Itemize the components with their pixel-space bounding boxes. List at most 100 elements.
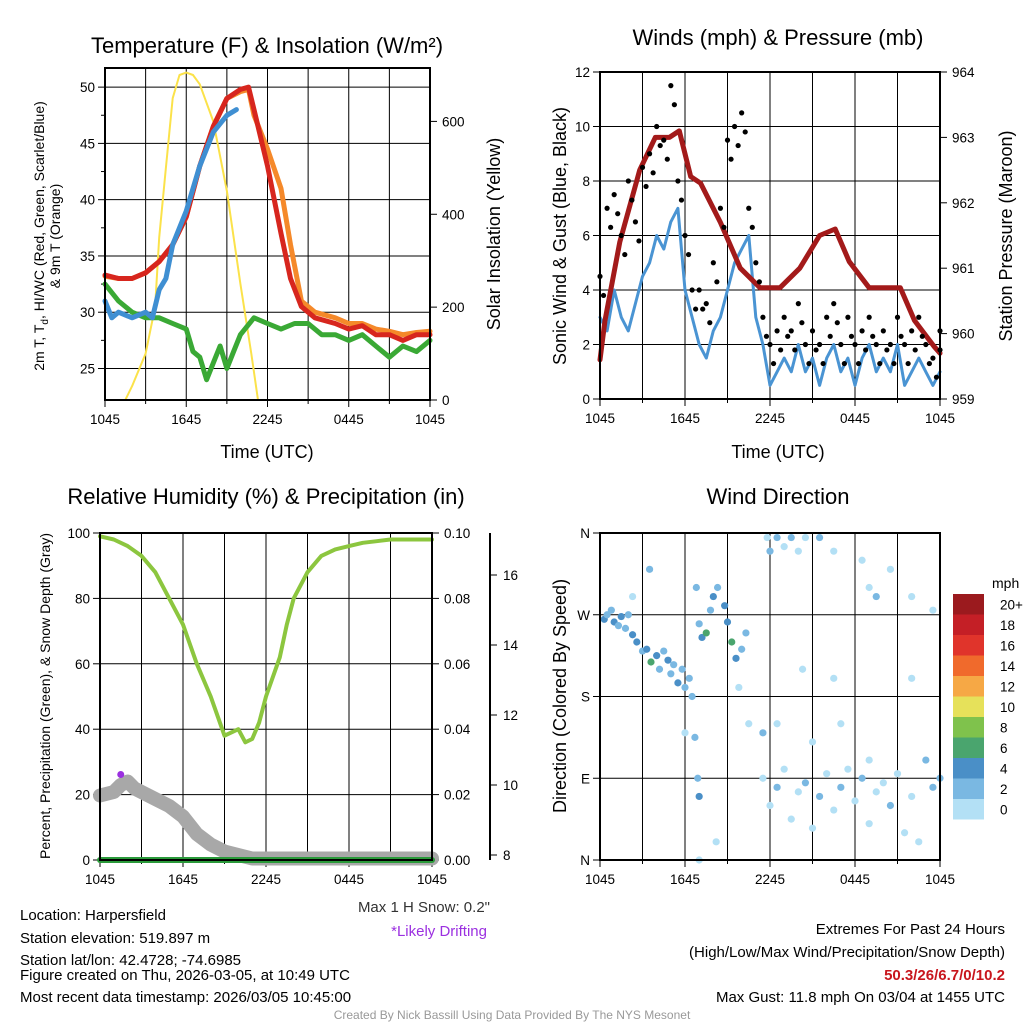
plot-frame (599, 71, 941, 400)
gust-point (707, 320, 713, 326)
direction-point (865, 756, 873, 764)
gust-point (919, 333, 925, 339)
direction-point (735, 683, 743, 692)
gust-point (877, 360, 883, 367)
gust-point (887, 341, 894, 348)
gust-point (788, 328, 794, 334)
gust-point (912, 347, 918, 353)
legend-label: 0 (1000, 802, 1008, 817)
legend-title: mph (992, 575, 1019, 591)
direction-point (837, 720, 845, 728)
gust-point (799, 320, 805, 326)
y2-tick-label: 200 (442, 300, 465, 315)
gust-point (615, 211, 621, 217)
x-tick-label: 1645 (670, 411, 700, 426)
direction-point (893, 770, 902, 778)
y-tick-label: 4 (582, 283, 590, 298)
y-tick-label: S (581, 690, 590, 705)
gust-point (901, 341, 908, 348)
chart-panel-2: 0 20 40 60 80 100 1045 1645 2245 0445 1045 0.00 0.02… (67, 526, 470, 887)
direction-point (915, 838, 923, 846)
gust-point (880, 328, 886, 334)
gust-point (604, 205, 610, 211)
y3-tick-label: 10 (503, 778, 518, 793)
y2-tick-label: 0.10 (444, 526, 470, 541)
gust-point (685, 251, 692, 258)
gust-point (728, 156, 734, 162)
gust-point (827, 333, 833, 339)
gust-point (636, 238, 642, 244)
created-text: Figure created on Thu, 2026-03-05, at 10… (20, 967, 350, 984)
y2-tick-label: 959 (952, 392, 975, 407)
gust-point (760, 314, 766, 320)
legend-swatch (953, 717, 984, 738)
gust-point (671, 102, 677, 108)
direction-point (723, 618, 732, 626)
direction-point (808, 738, 817, 746)
y2-tick-label: 963 (952, 130, 975, 145)
gust-point (905, 360, 911, 367)
direction-point (695, 620, 703, 628)
gust-point (824, 314, 830, 320)
y3-tick-label: 8 (503, 848, 511, 863)
direction-point (794, 547, 802, 555)
direction-point (823, 770, 831, 778)
y3-tick-label: 16 (503, 568, 518, 583)
x-tick-label: 0445 (334, 412, 364, 427)
legend-swatch (953, 676, 984, 697)
direction-point (706, 606, 715, 614)
legend-label: 2 (1000, 782, 1008, 797)
series-2m-t-line (102, 84, 433, 343)
x-tick-label: 2245 (251, 872, 281, 887)
y-tick-label: 30 (80, 305, 95, 320)
x-tick-label: 1045 (925, 872, 955, 887)
y-tick-label: 2 (582, 338, 590, 353)
temp-chart-title: Temperature (F) & Insolation (W/m²) (91, 33, 443, 58)
gust-point (703, 301, 709, 307)
direction-point (660, 647, 668, 655)
direction-point (614, 622, 623, 630)
direction-point (801, 533, 810, 542)
y-tick-label: 60 (75, 657, 90, 672)
gust-point (774, 328, 780, 334)
direction-point (633, 638, 641, 646)
direction-point (702, 629, 710, 637)
direction-point (759, 774, 767, 782)
direction-point (780, 543, 788, 551)
gust-point (746, 205, 752, 211)
gust-point (930, 355, 936, 361)
credit-text: Created By Nick Bassill Using Data Provi… (334, 1008, 691, 1022)
svg-text:& 9m T (Orange): & 9m T (Orange) (47, 184, 63, 289)
gust-point (675, 178, 681, 184)
gust-point (848, 333, 855, 339)
gust-point (668, 83, 674, 89)
y-tick-label: E (581, 771, 590, 786)
direction-point (851, 797, 859, 805)
legend-swatch (953, 614, 984, 635)
gust-point (682, 232, 688, 239)
direction-point (908, 792, 916, 801)
direction-point (844, 765, 852, 773)
direction-point (858, 556, 866, 564)
y-tick-label: 50 (80, 80, 95, 95)
gust-point (802, 341, 809, 348)
direction-point (759, 729, 767, 737)
direction-point (929, 606, 937, 614)
legend-swatch (953, 799, 984, 820)
max-snow-text: Max 1 H Snow: 0.2" (358, 899, 490, 916)
y2-tick-label: 0.02 (444, 788, 470, 803)
y-tick-label: 25 (80, 361, 95, 376)
x-tick-label: 1645 (171, 412, 201, 427)
direction-point (667, 670, 675, 678)
direction-point (643, 645, 651, 653)
chart-panel-0: 25 30 35 40 45 50 1045 1645 2245 0445 1045 0 200 400 6… (80, 67, 465, 427)
direction-point (647, 658, 655, 666)
direction-point (685, 674, 693, 682)
direction-point (745, 720, 753, 728)
direction-point (628, 631, 637, 639)
gust-point (845, 314, 851, 320)
temp-y-label: 2m T, Td, HI/WC (Red, Green, Scarlet/Blu… (31, 101, 63, 371)
direction-point (709, 592, 717, 601)
direction-point (628, 592, 637, 601)
